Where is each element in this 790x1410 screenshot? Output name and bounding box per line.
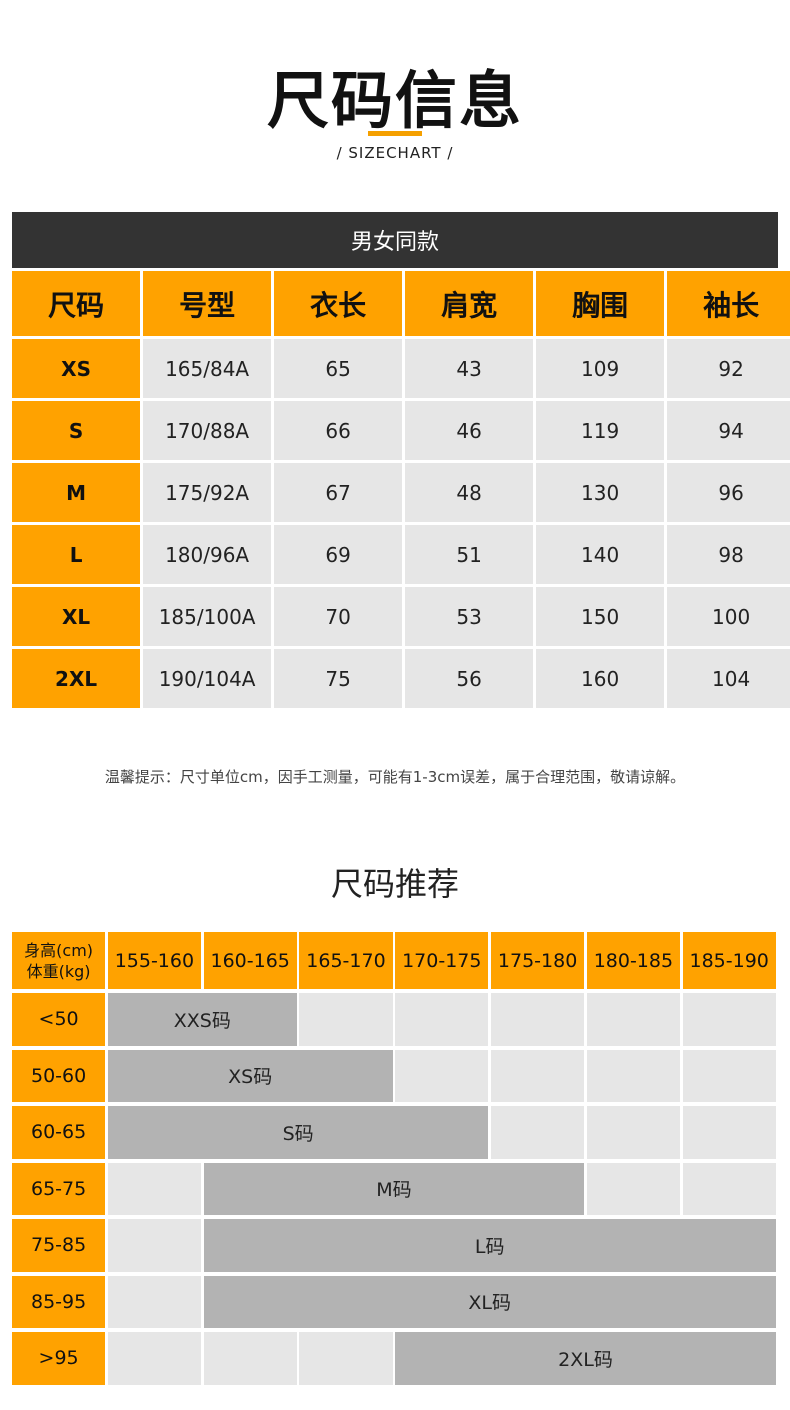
header-cell: 尺码 bbox=[12, 271, 141, 336]
header-cell: 肩宽 bbox=[405, 271, 534, 336]
table-cell: 190/104A bbox=[143, 649, 272, 708]
weight-cell: 75-85 bbox=[12, 1219, 106, 1272]
size-cell: L码 bbox=[203, 1219, 776, 1272]
empty-cell bbox=[682, 1106, 776, 1159]
height-cell: 165-170 bbox=[299, 932, 393, 989]
size-cell: 2XL码 bbox=[395, 1332, 776, 1385]
page-title: 尺码信息 bbox=[266, 64, 523, 137]
table-cell: 160 bbox=[536, 649, 665, 708]
header-cell: 胸围 bbox=[536, 271, 665, 336]
size-cell: XXS码 bbox=[107, 993, 297, 1046]
table-cell: 48 bbox=[405, 463, 534, 522]
empty-cell bbox=[682, 993, 776, 1046]
note: 温馨提示：尺寸单位cm，因手工测量，可能有1-3cm误差，属于合理范围，敬请谅解… bbox=[104, 767, 686, 786]
height-cell: 160-165 bbox=[203, 932, 297, 989]
table-cell: 75 bbox=[274, 649, 403, 708]
table-cell: 175/92A bbox=[143, 463, 272, 522]
table-cell: 67 bbox=[274, 463, 403, 522]
table-cell: 140 bbox=[536, 525, 665, 584]
table-cell: 66 bbox=[274, 401, 403, 460]
header-cell: 袖长 bbox=[667, 271, 790, 336]
table-cell: 94 bbox=[667, 401, 790, 460]
size-cell: S码 bbox=[107, 1106, 489, 1159]
size-cell: XS码 bbox=[107, 1049, 393, 1102]
height-cell: 180-185 bbox=[586, 932, 680, 989]
table-cell: 98 bbox=[667, 525, 790, 584]
weight-cell: 50-60 bbox=[12, 1049, 106, 1102]
table-cell: 65 bbox=[274, 339, 403, 398]
table-cell: 53 bbox=[405, 587, 534, 646]
weight-cell: 65-75 bbox=[12, 1162, 106, 1215]
empty-cell bbox=[299, 993, 393, 1046]
row-header-cell: 2XL bbox=[12, 649, 141, 708]
table-cell: 70 bbox=[274, 587, 403, 646]
size-cell: XL码 bbox=[203, 1275, 776, 1328]
table-cell: 92 bbox=[667, 339, 790, 398]
corner-label: 身高(cm) bbox=[24, 940, 94, 960]
table-cell: 100 bbox=[667, 587, 790, 646]
table-cell: 170/88A bbox=[143, 401, 272, 460]
empty-cell bbox=[203, 1332, 297, 1385]
header-cell: 号型 bbox=[143, 271, 272, 336]
table-caption: 男女同款 bbox=[12, 212, 778, 268]
empty-cell bbox=[682, 1049, 776, 1102]
table-cell: 46 bbox=[405, 401, 534, 460]
row-header-cell: M bbox=[12, 463, 141, 522]
table-cell: 51 bbox=[405, 525, 534, 584]
table-cell: 130 bbox=[536, 463, 665, 522]
empty-cell bbox=[299, 1332, 393, 1385]
empty-cell bbox=[682, 1162, 776, 1215]
corner-label: 体重(kg) bbox=[26, 961, 91, 981]
empty-cell bbox=[586, 1106, 680, 1159]
weight-cell: 85-95 bbox=[12, 1275, 106, 1328]
section-title: 尺码推荐 bbox=[330, 865, 459, 903]
empty-cell bbox=[586, 1162, 680, 1215]
empty-cell bbox=[395, 993, 489, 1046]
row-header-cell: L bbox=[12, 525, 141, 584]
row-header-cell: XL bbox=[12, 587, 141, 646]
table-cell: 180/96A bbox=[143, 525, 272, 584]
table-cell: 185/100A bbox=[143, 587, 272, 646]
empty-cell bbox=[107, 1219, 201, 1272]
height-cell: 170-175 bbox=[395, 932, 489, 989]
table-cell: 119 bbox=[536, 401, 665, 460]
row-header-cell: XS bbox=[12, 339, 141, 398]
height-cell: 175-180 bbox=[491, 932, 585, 989]
table-cell: 165/84A bbox=[143, 339, 272, 398]
empty-cell bbox=[107, 1162, 201, 1215]
table-cell: 96 bbox=[667, 463, 790, 522]
header-cell: 衣长 bbox=[274, 271, 403, 336]
height-cell: 185-190 bbox=[682, 932, 776, 989]
empty-cell bbox=[491, 1049, 585, 1102]
table-cell: 150 bbox=[536, 587, 665, 646]
empty-cell bbox=[107, 1332, 201, 1385]
weight-cell: <50 bbox=[12, 993, 106, 1046]
empty-cell bbox=[586, 993, 680, 1046]
size-cell: M码 bbox=[203, 1162, 585, 1215]
title-underline bbox=[368, 131, 422, 136]
table-cell: 43 bbox=[405, 339, 534, 398]
table-cell: 69 bbox=[274, 525, 403, 584]
empty-cell bbox=[107, 1275, 201, 1328]
table-cell: 56 bbox=[405, 649, 534, 708]
table-cell: 104 bbox=[667, 649, 790, 708]
weight-cell: >95 bbox=[12, 1332, 106, 1385]
height-cell: 155-160 bbox=[107, 932, 201, 989]
empty-cell bbox=[491, 1106, 585, 1159]
page-subtitle: / SIZECHART / bbox=[336, 144, 454, 162]
empty-cell bbox=[395, 1049, 489, 1102]
empty-cell bbox=[491, 993, 585, 1046]
table-cell: 109 bbox=[536, 339, 665, 398]
corner-cell: 身高(cm) 体重(kg) bbox=[12, 932, 106, 989]
empty-cell bbox=[586, 1049, 680, 1102]
row-header-cell: S bbox=[12, 401, 141, 460]
weight-cell: 60-65 bbox=[12, 1106, 106, 1159]
